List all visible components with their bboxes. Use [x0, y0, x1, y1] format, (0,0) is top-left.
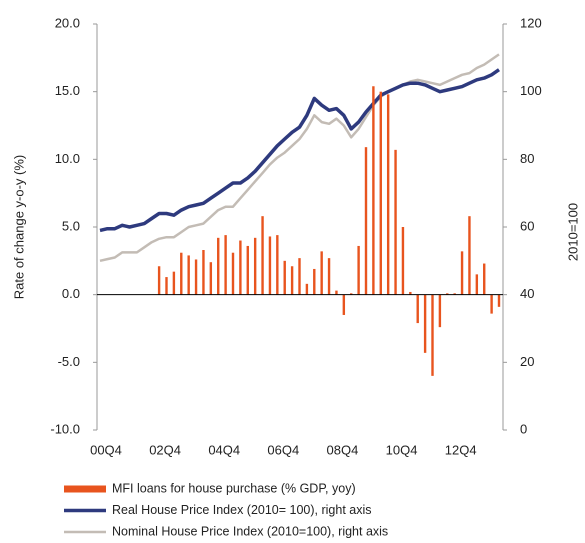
bar — [453, 293, 456, 295]
bar — [187, 255, 190, 295]
bar — [327, 258, 331, 295]
x-tick-label: 08Q4 — [327, 442, 359, 457]
bar — [298, 258, 301, 295]
bar — [276, 235, 279, 295]
bar — [305, 283, 309, 295]
y-tick-label: 20.0 — [55, 15, 80, 30]
legend-label: Nominal House Price Index (2010=100), ri… — [112, 524, 388, 538]
legend-label: MFI loans for house purchase (% GDP, yoy… — [112, 481, 356, 495]
legend-label: Real House Price Index (2010= 100), righ… — [112, 503, 372, 517]
bar — [483, 263, 486, 295]
y2-tick-label: 100 — [520, 83, 542, 98]
bar — [364, 147, 368, 295]
bar — [209, 262, 213, 295]
x-tick-label: 06Q4 — [267, 442, 299, 457]
bar — [490, 294, 493, 314]
bar — [372, 86, 375, 295]
bar — [379, 91, 382, 295]
y-tick-label: 5.0 — [62, 218, 80, 233]
bar — [320, 251, 323, 295]
bar — [350, 293, 353, 295]
bar — [261, 216, 264, 295]
y-tick-label: -5.0 — [58, 354, 80, 369]
bar — [157, 266, 161, 295]
bar — [194, 259, 198, 295]
x-tick-label: 02Q4 — [149, 442, 181, 457]
bar — [386, 94, 390, 295]
bar — [468, 216, 471, 295]
x-tick-label: 10Q4 — [386, 442, 418, 457]
bar — [224, 235, 227, 295]
bar — [446, 293, 449, 295]
bar — [217, 237, 220, 295]
y-tick-label: -10.0 — [50, 421, 80, 436]
bar — [165, 277, 168, 295]
bar — [409, 291, 412, 295]
bar — [202, 250, 205, 295]
y-tick-label: 10.0 — [55, 151, 80, 166]
bar — [253, 237, 257, 295]
bar — [342, 294, 346, 315]
y2-tick-label: 40 — [520, 286, 534, 301]
bar — [497, 294, 501, 307]
bar — [172, 271, 176, 295]
x-tick-label: 12Q4 — [445, 442, 477, 457]
line-series — [99, 68, 500, 233]
line-series — [99, 53, 500, 263]
bar — [283, 260, 286, 295]
bar — [357, 245, 360, 295]
y-tick-label: 0.0 — [62, 286, 80, 301]
legend-swatch — [64, 485, 106, 493]
bar — [290, 266, 294, 295]
bar — [231, 252, 235, 295]
bar — [239, 240, 242, 295]
bar — [180, 252, 183, 295]
y2-tick-label: 0 — [520, 421, 527, 436]
bar — [460, 251, 464, 295]
bar — [401, 227, 405, 295]
x-tick-label: 04Q4 — [208, 442, 240, 457]
bar — [394, 149, 397, 295]
y2-axis-title: 2010=100 — [565, 203, 580, 261]
y2-tick-label: 120 — [520, 15, 542, 30]
bar — [335, 290, 338, 295]
bar — [416, 294, 419, 324]
y2-tick-label: 60 — [520, 218, 534, 233]
y2-tick-label: 80 — [520, 151, 534, 166]
bar — [431, 294, 434, 376]
bar — [313, 268, 316, 295]
y-tick-label: 15.0 — [55, 83, 80, 98]
bar — [475, 274, 479, 295]
y2-tick-label: 20 — [520, 354, 534, 369]
bar — [246, 245, 249, 295]
y-axis-title: Rate of change y-o-y (%) — [11, 155, 26, 300]
bar — [438, 294, 442, 328]
bar — [423, 294, 427, 353]
x-tick-label: 00Q4 — [90, 442, 122, 457]
bar — [268, 236, 272, 295]
